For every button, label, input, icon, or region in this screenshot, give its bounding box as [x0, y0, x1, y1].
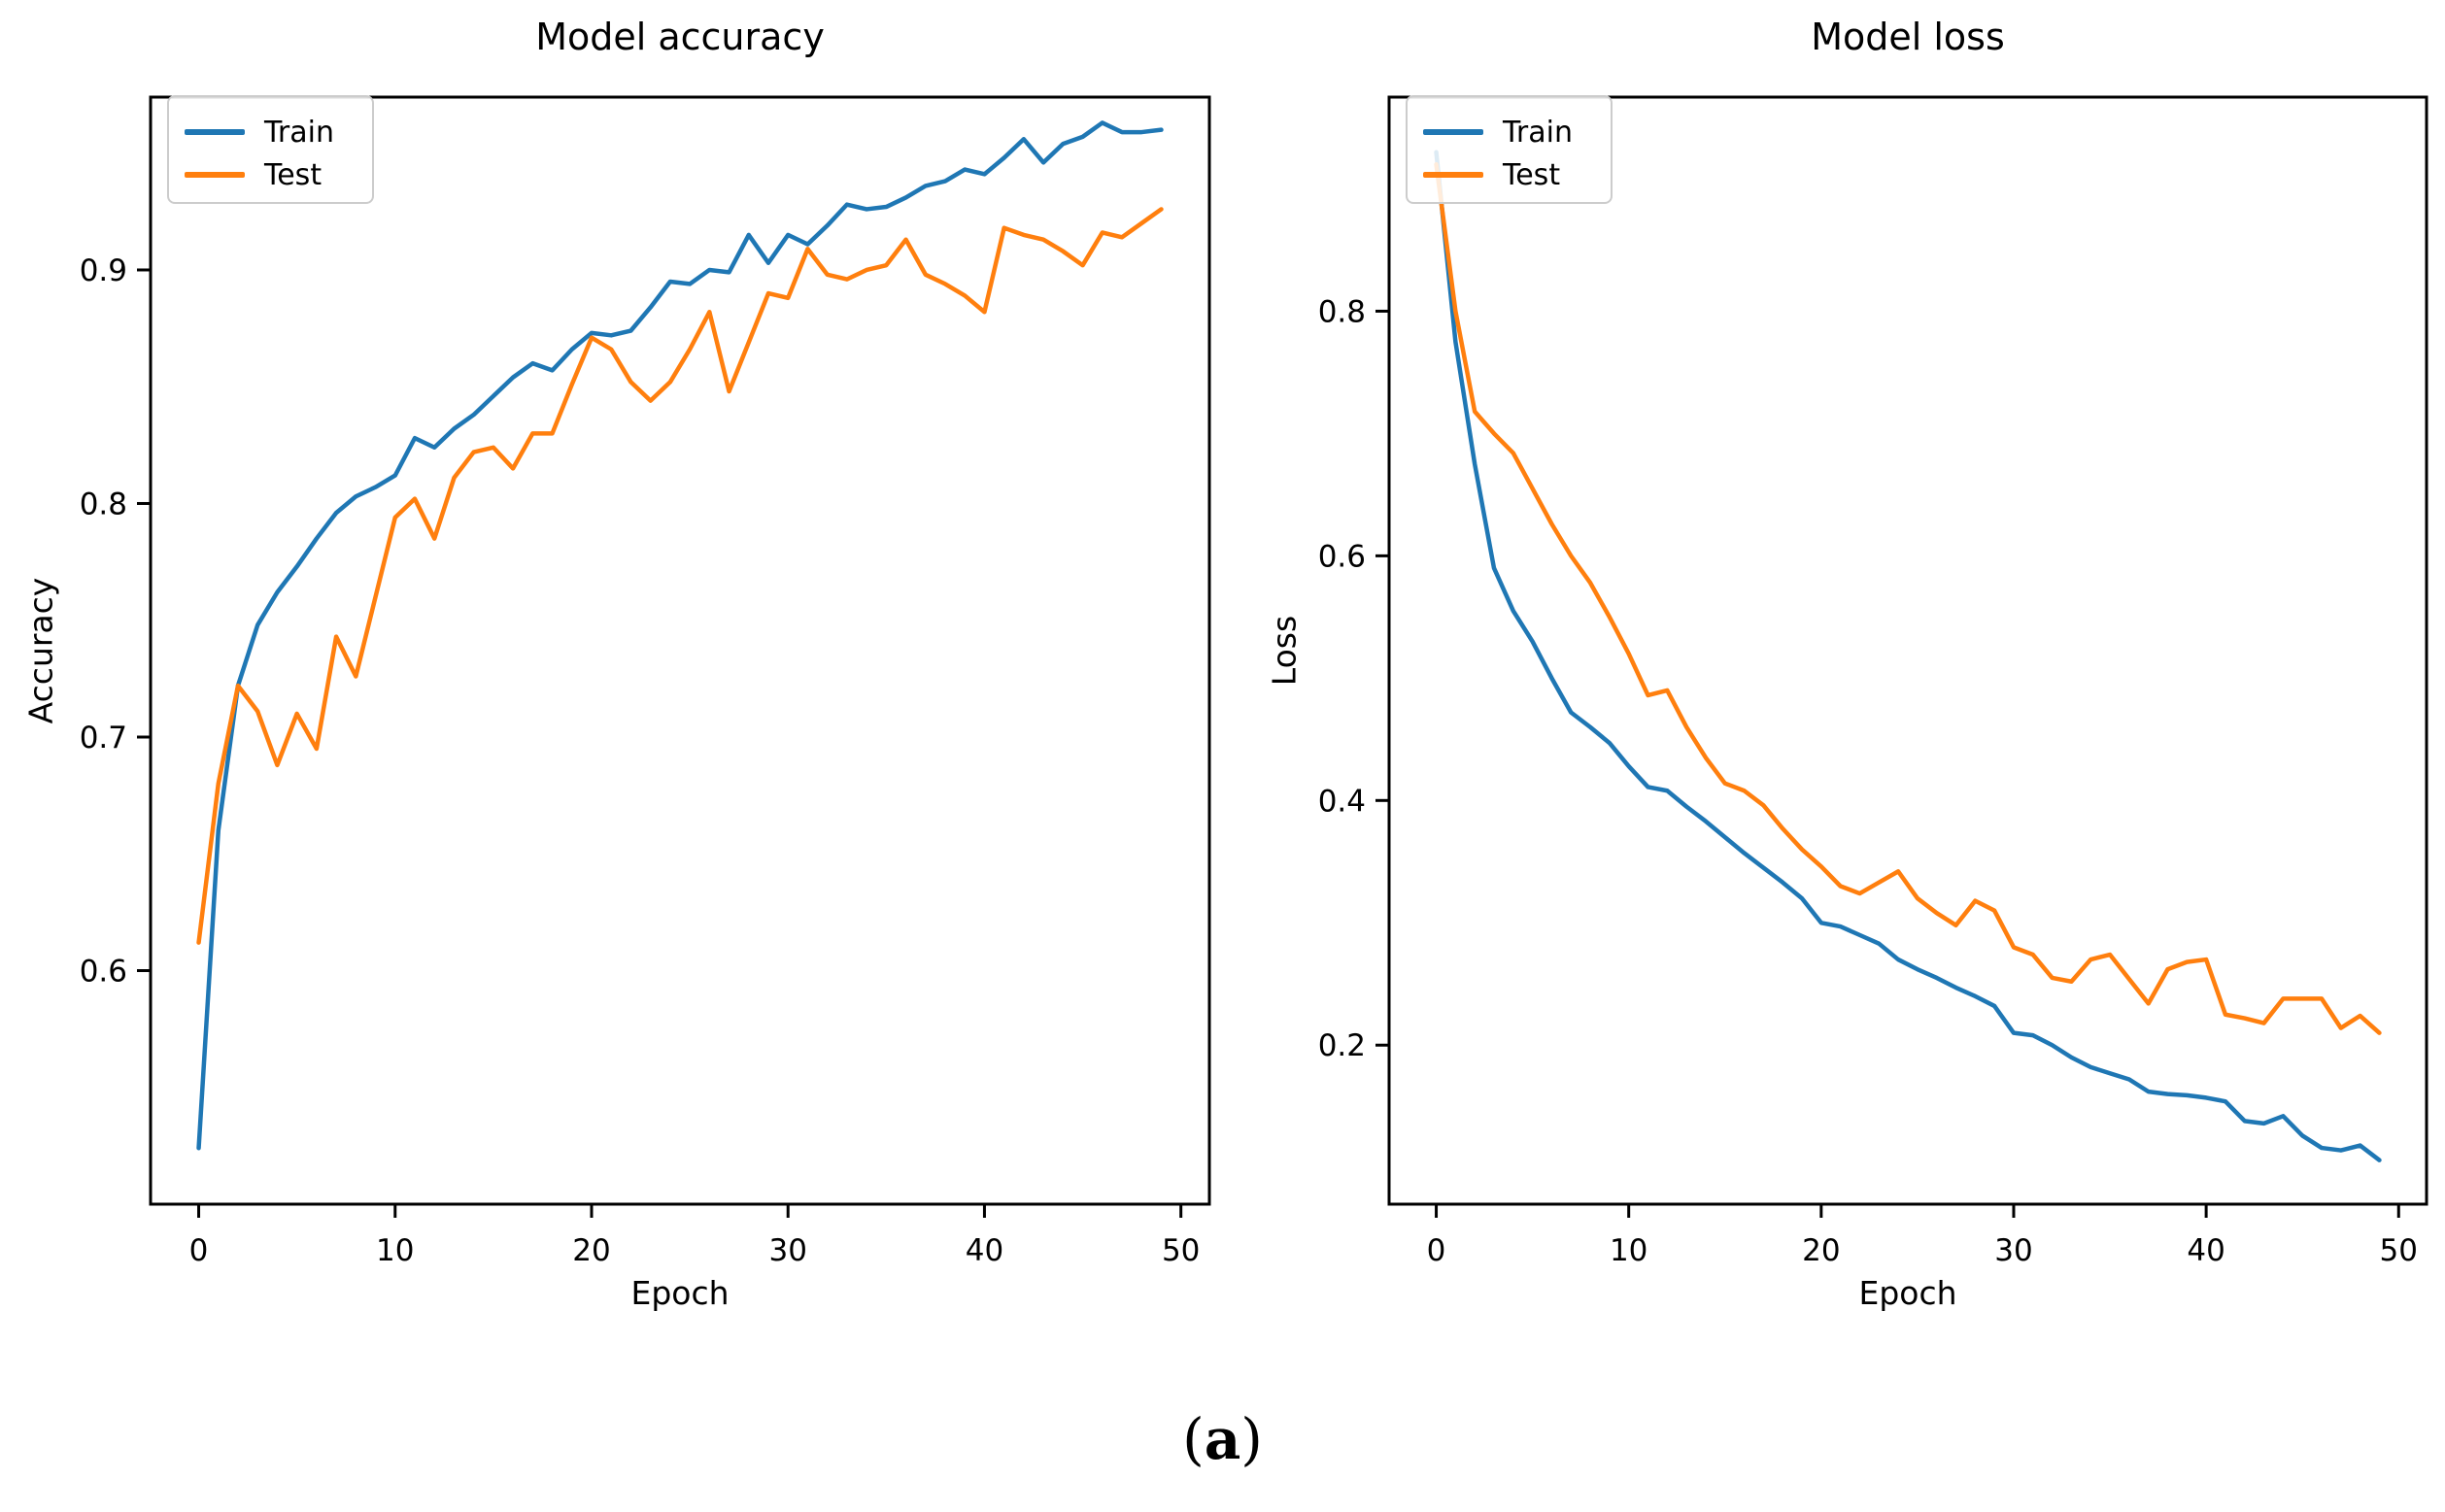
test-line-swatch — [1423, 172, 1483, 178]
y-tick-label: 0.9 — [80, 253, 127, 288]
series-line-train — [196, 120, 1164, 1151]
caption-letter: a — [1204, 1406, 1241, 1472]
x-tick-label: 30 — [768, 1233, 806, 1268]
caption-close-paren: ) — [1240, 1406, 1263, 1472]
y-tick-label: 0.6 — [1318, 539, 1366, 574]
x-tick-label: 30 — [1994, 1233, 2032, 1268]
y-tick-label: 0.6 — [80, 954, 127, 989]
y-tick-label: 0.2 — [1318, 1028, 1366, 1063]
x-tick-label: 50 — [2380, 1233, 2418, 1268]
legend-label-test: Test — [1503, 157, 1561, 192]
series-line-train — [1434, 150, 2382, 1162]
plot-frame — [1387, 95, 2428, 1206]
loss-chart-title: Model loss — [1811, 16, 2005, 58]
x-tick-label: 20 — [572, 1233, 610, 1268]
legend-item-train: Train — [185, 111, 372, 153]
caption-open-paren: ( — [1182, 1406, 1205, 1472]
x-tick-label: 0 — [189, 1233, 209, 1268]
y-tick-label: 0.4 — [1318, 784, 1366, 819]
accuracy-x-axis-label: Epoch — [630, 1274, 730, 1312]
x-tick-label: 20 — [1802, 1233, 1840, 1268]
plot-frame — [149, 95, 1211, 1206]
x-tick-label: 10 — [1610, 1233, 1647, 1268]
x-tick-label: 10 — [376, 1233, 414, 1268]
train-line-swatch — [185, 129, 245, 135]
y-tick-label: 0.7 — [80, 721, 127, 756]
loss-x-axis-label: Epoch — [1858, 1274, 1957, 1312]
figure-caption: (a) — [0, 1406, 2445, 1472]
loss-legend: Train Test — [1406, 95, 1613, 204]
accuracy-legend: Train Test — [167, 95, 374, 204]
series-line-test — [1434, 162, 2382, 1035]
legend-label-train: Train — [264, 115, 334, 150]
legend-label-train: Train — [1503, 115, 1573, 150]
x-tick-label: 40 — [2187, 1233, 2224, 1268]
legend-item-train: Train — [1423, 111, 1611, 153]
legend-item-test: Test — [1423, 153, 1611, 196]
test-line-swatch — [185, 172, 245, 178]
x-tick-label: 40 — [966, 1233, 1003, 1268]
series-line-test — [196, 207, 1164, 945]
train-line-swatch — [1423, 129, 1483, 135]
x-tick-label: 0 — [1427, 1233, 1446, 1268]
y-tick-label: 0.8 — [80, 487, 127, 521]
legend-label-test: Test — [264, 157, 323, 192]
legend-item-test: Test — [185, 153, 372, 196]
accuracy-chart-title: Model accuracy — [535, 16, 825, 58]
y-tick-label: 0.8 — [1318, 294, 1366, 329]
x-tick-label: 50 — [1162, 1233, 1200, 1268]
accuracy-loss-line-charts: 0.6 0.7 0.8 0.9 0 10 20 30 40 50 0.2 0.4 0.6 0.8 0 10 20… — [80, 95, 2428, 1268]
